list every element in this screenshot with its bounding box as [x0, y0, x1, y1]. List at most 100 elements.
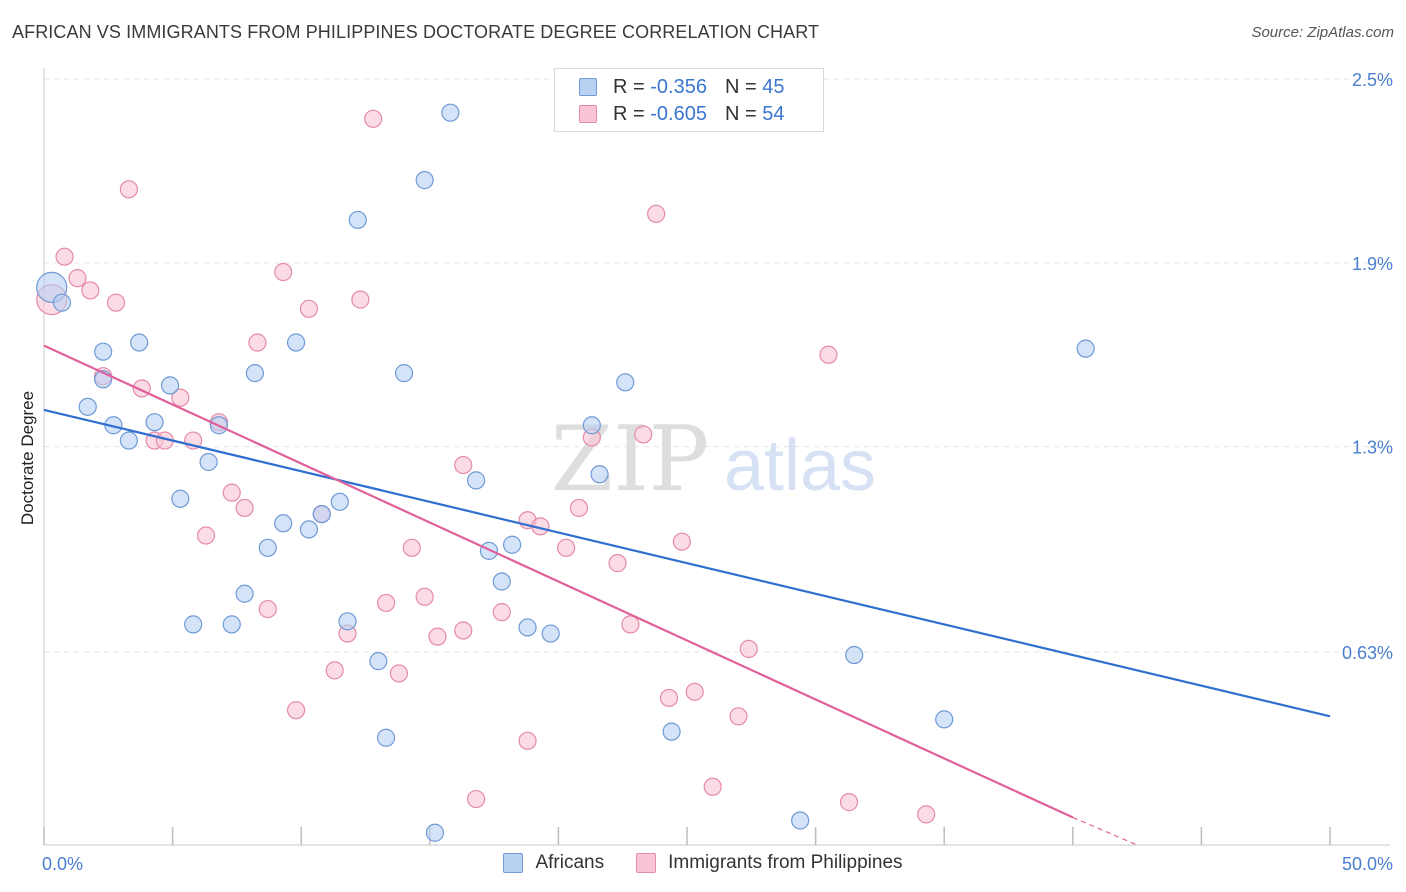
africans-point	[299, 520, 319, 539]
africans-point	[235, 584, 254, 603]
africans-point	[415, 171, 434, 190]
philippines-point	[286, 701, 306, 720]
africans-point	[145, 413, 164, 432]
africans-point	[541, 624, 560, 643]
legend-item-philippines[interactable]: Immigrants from Philippines	[636, 852, 903, 874]
philippines-point	[492, 603, 511, 622]
y-tick-label: 2.5%	[1352, 70, 1393, 90]
africans-point	[518, 618, 537, 637]
n-label: N =	[724, 75, 757, 98]
gridlines	[44, 78, 1390, 653]
philippines-point	[647, 204, 666, 223]
philippines-point	[518, 731, 537, 750]
philippines-point	[222, 483, 241, 502]
africans-point	[119, 431, 138, 450]
africans-point	[348, 210, 367, 230]
y-tick-label: 1.3%	[1352, 438, 1393, 458]
philippines-point	[819, 345, 838, 364]
philippines-point	[235, 498, 254, 518]
n-label: N =	[724, 102, 757, 125]
africans-point	[274, 514, 293, 533]
watermark-zip: ZIP	[551, 407, 710, 512]
philippines-point	[557, 538, 576, 557]
y-axis-label: Doctorate Degree	[18, 391, 37, 525]
africans-point	[338, 612, 357, 631]
philippines-trend-extension	[1072, 816, 1138, 846]
philippines-point	[55, 247, 74, 266]
philippines-point	[68, 269, 87, 288]
africans-point	[845, 645, 864, 665]
philippines-point	[258, 599, 277, 619]
africans-point	[160, 376, 180, 395]
philippines-point	[248, 333, 267, 352]
chart-title: AFRICAN VS IMMIGRANTS FROM PHILIPPINES D…	[12, 22, 820, 42]
africans-point	[171, 489, 190, 508]
africans-point	[425, 823, 445, 842]
philippines-point	[351, 290, 370, 309]
africans-swatch	[579, 78, 597, 96]
source-label: Source: ZipAtlas.com	[1251, 24, 1394, 41]
philippines-point	[466, 789, 486, 809]
philippines-point	[634, 425, 653, 444]
africans-trend-line	[43, 408, 1331, 718]
x-tick-label: 0.0%	[42, 854, 83, 874]
africans-point	[616, 373, 635, 392]
africans-point	[791, 811, 810, 830]
philippines-point	[106, 293, 126, 312]
philippines-n-value: 54	[762, 102, 785, 125]
philippines-point	[672, 532, 691, 551]
y-tick-label: 1.9%	[1352, 254, 1393, 274]
philippines-point	[364, 109, 383, 128]
africans-point	[582, 416, 601, 435]
y-tick-label: 0.63%	[1342, 643, 1393, 663]
legend-item-africans[interactable]: Africans	[503, 852, 604, 874]
africans-point	[199, 452, 218, 472]
axis-ticks: 0.63% 1.3% 1.9% 2.5% 0.0% 50.0%	[42, 70, 1393, 874]
legend-row-philippines: R = -0.605 N = 54	[579, 101, 784, 127]
philippines-point	[659, 688, 679, 708]
philippines-point	[81, 281, 100, 300]
africans-point	[466, 471, 486, 490]
r-label: R =	[613, 102, 645, 125]
africans-point	[286, 333, 306, 352]
philippines-trend-line	[43, 344, 1074, 819]
philippines-point	[729, 707, 748, 726]
africans-point	[662, 722, 681, 741]
philippines-point	[171, 388, 190, 407]
africans-point	[369, 652, 388, 671]
r-label: R =	[613, 75, 645, 98]
africans-point	[312, 504, 331, 524]
philippines-point	[389, 664, 409, 683]
africans-point	[394, 364, 414, 383]
philippines-point	[917, 805, 936, 824]
africans-point	[376, 728, 396, 747]
philippines-point	[274, 262, 293, 282]
x-tick-label: 50.0%	[1342, 854, 1393, 874]
africans-point	[590, 465, 609, 484]
africans-point	[245, 364, 265, 383]
africans-point	[94, 342, 113, 361]
philippines-point	[299, 299, 319, 318]
philippines-point	[325, 661, 344, 680]
philippines-point	[119, 180, 138, 199]
africans-r-value: -0.356	[650, 75, 707, 98]
philippines-point	[454, 455, 473, 475]
philippines-swatch	[579, 105, 597, 123]
stats-legend: R = -0.356 N = 45 R = -0.605 N = 54	[554, 68, 824, 132]
africans-point	[479, 541, 499, 560]
watermark: ZIP atlas	[551, 407, 876, 512]
africans-point	[258, 538, 277, 557]
africans-point	[330, 492, 349, 511]
series-africans-points	[36, 103, 1095, 842]
philippines-point	[569, 498, 589, 518]
philippines-r-value: -0.605	[650, 102, 707, 125]
philippines-point	[621, 615, 640, 634]
africans-point	[78, 397, 97, 416]
watermark-atlas: atlas	[724, 426, 876, 506]
philippines-point	[739, 639, 758, 659]
philippines-legend-label: Immigrants from Philippines	[668, 852, 903, 873]
trend-lines	[43, 344, 1331, 846]
philippines-point	[196, 526, 216, 545]
africans-point	[441, 103, 460, 122]
